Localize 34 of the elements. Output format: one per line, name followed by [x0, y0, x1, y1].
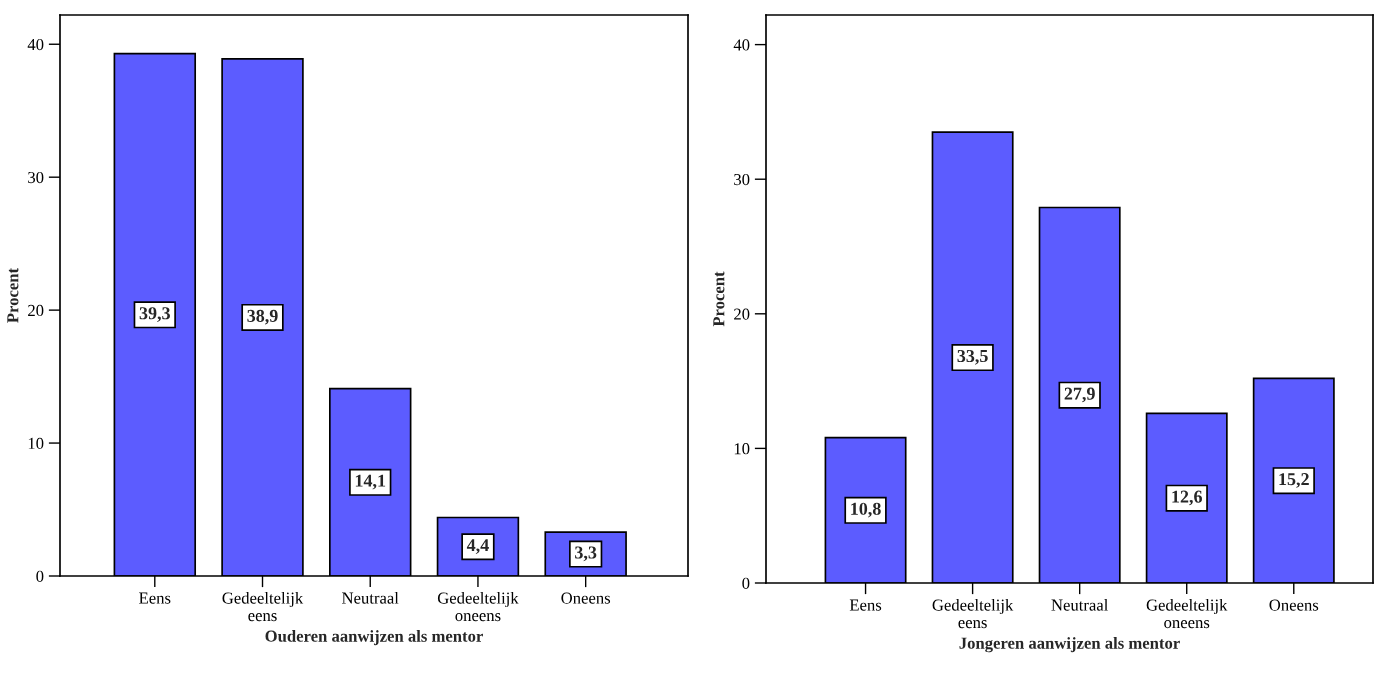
x-tick-label: Oneens — [561, 592, 611, 604]
data-label: 12,6 — [1172, 490, 1202, 506]
y-tick-label: 0 — [742, 577, 750, 589]
y-tick-label: 40 — [733, 39, 750, 51]
y-tick-label: 30 — [28, 171, 44, 184]
data-label: 14,1 — [355, 474, 386, 490]
data-label: 39,3 — [139, 307, 170, 322]
x-tick-label: Neutraal — [342, 591, 399, 604]
y-tick-label: 10 — [28, 437, 44, 450]
x-tick-label: Gedeeltelijk oneens — [1146, 598, 1228, 629]
y-tick-label: 40 — [27, 38, 44, 51]
data-label: 3,3 — [575, 546, 597, 562]
x-tick-label: Eens — [849, 599, 882, 611]
x-tick-label: Gedeeltelijk eens — [932, 598, 1014, 629]
x-axis-title: Jongeren aanwijzen als mentor — [959, 637, 1180, 653]
x-tick-label: Oneens — [1269, 599, 1319, 611]
data-label: 38,9 — [247, 309, 278, 325]
y-axis-title: Procent — [7, 267, 19, 323]
data-label: 4,4 — [466, 539, 489, 554]
x-tick-label: Gedeeltelijk eens — [222, 591, 304, 622]
y-tick-label: 20 — [734, 308, 750, 320]
y-tick-label: 0 — [36, 570, 44, 582]
data-label: 33,5 — [957, 349, 988, 365]
x-tick-label: Gedeeltelijk oneens — [437, 591, 519, 622]
y-tick-label: 30 — [734, 173, 750, 186]
y-tick-label: 20 — [28, 304, 44, 317]
x-tick-label: Neutraal — [1051, 598, 1109, 611]
data-label: 10,8 — [851, 502, 881, 518]
y-axis-title: Procent — [713, 271, 725, 327]
y-tick-label: 10 — [734, 443, 750, 455]
x-axis-title: Ouderen aanwijzen als mentor — [265, 630, 483, 646]
data-label: 15,2 — [1279, 473, 1309, 488]
data-label: 27,9 — [1064, 387, 1095, 403]
x-tick-label: Eens — [139, 592, 171, 604]
